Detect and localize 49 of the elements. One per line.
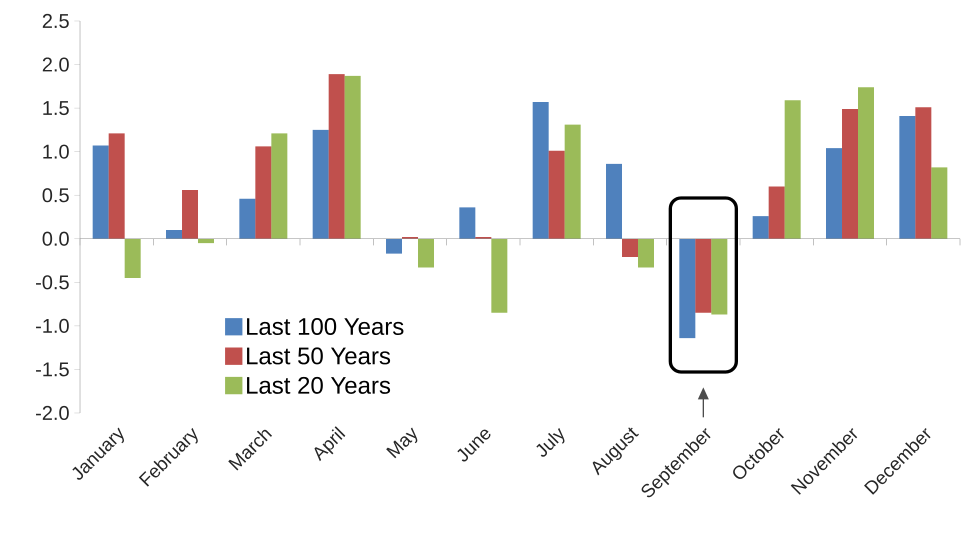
bar xyxy=(92,146,109,239)
bar xyxy=(915,107,932,239)
legend-label: Last 20 Years xyxy=(247,376,390,394)
bar xyxy=(768,186,785,239)
bar xyxy=(459,207,476,239)
bar xyxy=(695,238,712,313)
bar xyxy=(124,238,141,278)
bar xyxy=(108,133,125,239)
y-tick-label: 2.0 xyxy=(42,57,69,72)
y-tick-label: 2.5 xyxy=(42,14,69,28)
bar xyxy=(491,238,508,313)
bar xyxy=(166,230,182,239)
bar xyxy=(622,238,638,258)
y-tick-label: -2.0 xyxy=(36,406,69,420)
x-tick-label: May xyxy=(386,427,418,458)
bar xyxy=(548,150,565,239)
legend-label: Last 100 Years xyxy=(247,318,404,336)
bar xyxy=(826,148,842,239)
y-tick-label: 0.5 xyxy=(42,188,69,202)
bar xyxy=(564,124,581,239)
bar xyxy=(182,190,198,239)
bar xyxy=(784,100,801,239)
bar xyxy=(842,108,858,239)
bar xyxy=(858,87,874,239)
bar xyxy=(198,238,214,244)
y-tick-label: -1.5 xyxy=(36,362,69,376)
bar xyxy=(638,238,654,268)
bar xyxy=(711,238,728,315)
bar xyxy=(899,116,916,239)
bar xyxy=(344,76,361,239)
bar xyxy=(606,164,622,239)
bar xyxy=(931,167,948,239)
bar xyxy=(271,133,288,239)
bar xyxy=(328,74,345,239)
y-tick-label: 1.5 xyxy=(43,101,69,116)
y-tick-label: -0.5 xyxy=(36,275,69,290)
y-tick-label: 0.0 xyxy=(42,232,69,246)
bar xyxy=(386,238,402,254)
y-tick-label: 1.0 xyxy=(43,144,69,159)
bar xyxy=(255,146,272,239)
bar xyxy=(239,198,256,239)
bar xyxy=(418,238,434,268)
bar xyxy=(532,102,549,239)
bar xyxy=(679,238,696,338)
y-tick-label: -1.0 xyxy=(36,318,69,333)
bar xyxy=(312,130,329,239)
legend-label: Last 50 Years xyxy=(247,347,390,364)
bar xyxy=(752,216,769,239)
x-tick-label: July xyxy=(536,428,564,457)
